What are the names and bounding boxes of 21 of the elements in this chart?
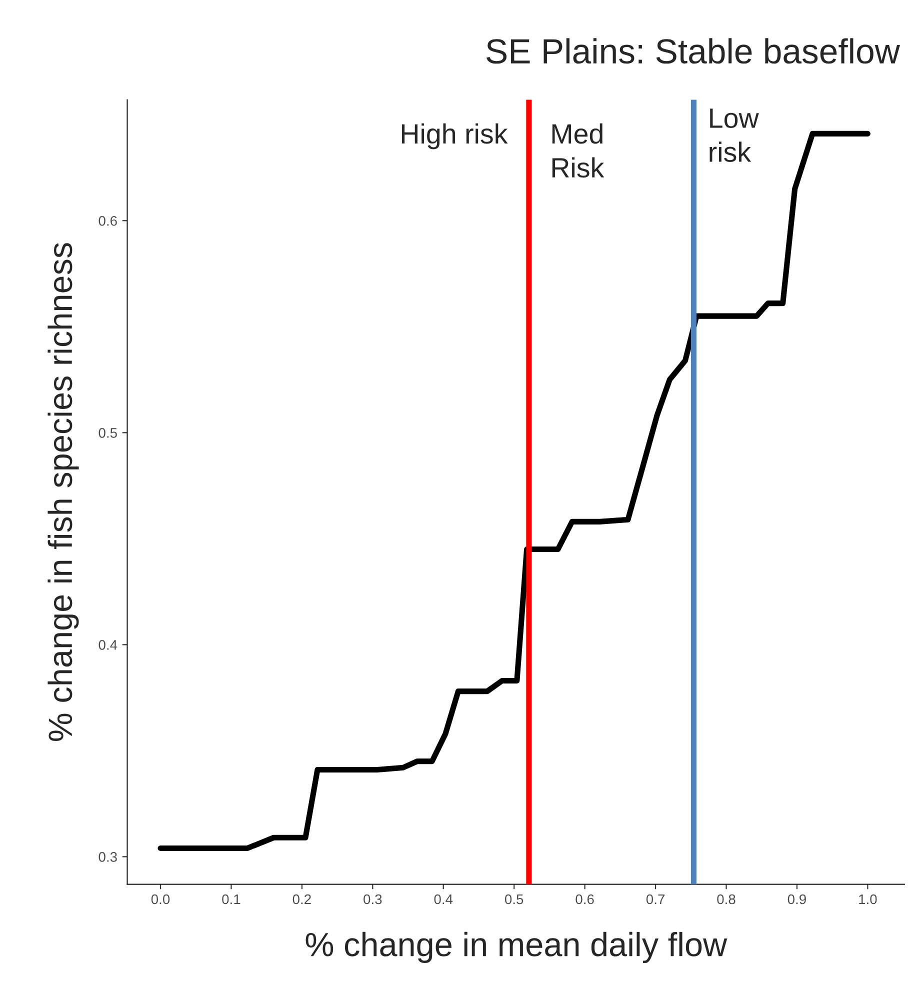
y-tick-label: 0.5 [98, 428, 117, 438]
x-tick-label: 0.2 [292, 894, 311, 904]
x-tick-label: 0.0 [151, 894, 170, 904]
x-tick-label: 0.5 [504, 894, 524, 904]
annotation: Med Risk [552, 123, 604, 178]
y-tick-label: 0.3 [98, 852, 117, 862]
x-tick-label: 0.9 [788, 894, 806, 904]
x-tick-label: 0.3 [364, 894, 382, 904]
annotation: Low risk [710, 108, 759, 162]
x-axis-title: % change in mean daily flow [306, 932, 728, 963]
y-axis-title: % change in fish species richness [48, 243, 79, 741]
x-tick-label: 0.8 [717, 894, 736, 904]
y-tick-label: 0.4 [98, 640, 118, 650]
x-tick-label: 0.6 [576, 894, 594, 904]
x-tick-label: 0.7 [646, 894, 664, 904]
chart-title: SE Plains: Stable baseflow [486, 38, 900, 64]
x-tick-label: 0.1 [222, 894, 240, 904]
y-tick-label: 0.6 [98, 216, 117, 226]
annotation: High risk [402, 123, 508, 150]
x-tick-label: 0.4 [434, 894, 453, 904]
x-tick-label: 1.0 [859, 894, 877, 904]
